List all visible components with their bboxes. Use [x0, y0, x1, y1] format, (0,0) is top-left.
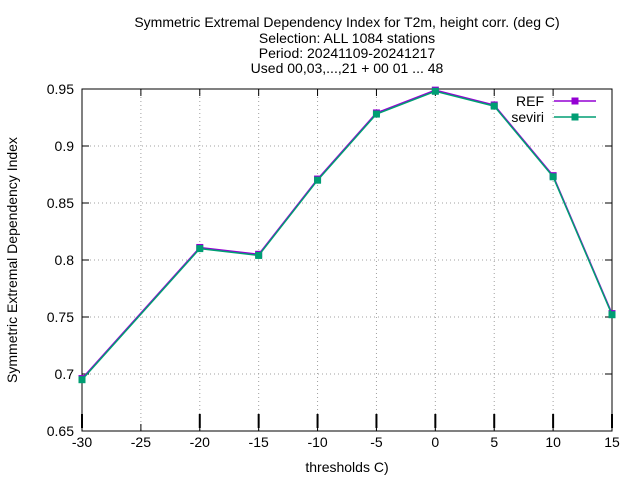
x-tick-labels: -30 -25 -20 -15 -10 -5 0 5 10 15 — [72, 434, 620, 450]
data-point — [196, 245, 204, 253]
y-tick-label: 0.85 — [47, 195, 74, 211]
legend-marker — [571, 113, 579, 121]
x-tick-label: -25 — [131, 434, 151, 450]
x-tick-label: -15 — [249, 434, 269, 450]
x-tick-label: -30 — [72, 434, 92, 450]
y-tick-label: 0.65 — [47, 423, 74, 439]
title-line: Selection: ALL 1084 stations — [259, 30, 435, 46]
y-axis-label: Symmetric Extremal Dependency Index — [4, 137, 20, 383]
legend-label: REF — [516, 93, 544, 109]
legend-item: REF — [516, 93, 596, 109]
y-tick-label: 0.75 — [47, 309, 74, 325]
x-axis-label: thresholds C) — [305, 459, 388, 475]
x-tick-label: -20 — [190, 434, 210, 450]
data-point — [255, 251, 263, 259]
x-tick-label: 15 — [604, 434, 620, 450]
y-tick-label: 0.8 — [55, 252, 75, 268]
x-tick-label: -5 — [370, 434, 383, 450]
x-tick-label: 5 — [490, 434, 498, 450]
data-point — [490, 102, 498, 110]
chart-title: Symmetric Extremal Dependency Index for … — [134, 14, 559, 76]
y-tick-labels: 0.65 0.7 0.75 0.8 0.85 0.9 0.95 — [47, 81, 74, 439]
series-line — [81, 89, 613, 380]
y-tick-label: 0.9 — [55, 138, 75, 154]
series-line — [81, 90, 613, 381]
title-line: Symmetric Extremal Dependency Index for … — [134, 14, 559, 30]
title-line: Used 00,03,...,21 + 00 01 ... 48 — [251, 60, 444, 76]
x-tick-label: 0 — [431, 434, 439, 450]
data-point — [78, 376, 86, 384]
data-point — [549, 173, 557, 181]
data-point — [372, 110, 380, 118]
series — [78, 87, 616, 384]
series-layer — [78, 86, 616, 384]
legend-label: seviri — [511, 109, 544, 125]
legend-marker — [571, 97, 579, 105]
data-point — [608, 311, 616, 319]
grid — [82, 89, 612, 431]
legend-item: seviri — [511, 109, 596, 125]
x-tick-label: 10 — [545, 434, 561, 450]
data-point — [431, 87, 439, 95]
y-tick-label: 0.95 — [47, 81, 74, 97]
x-tick-label: -10 — [307, 434, 327, 450]
title-line: Period: 20241109-20241217 — [259, 45, 436, 61]
series — [78, 86, 616, 383]
data-point — [314, 176, 322, 184]
y-tick-label: 0.7 — [55, 366, 75, 382]
